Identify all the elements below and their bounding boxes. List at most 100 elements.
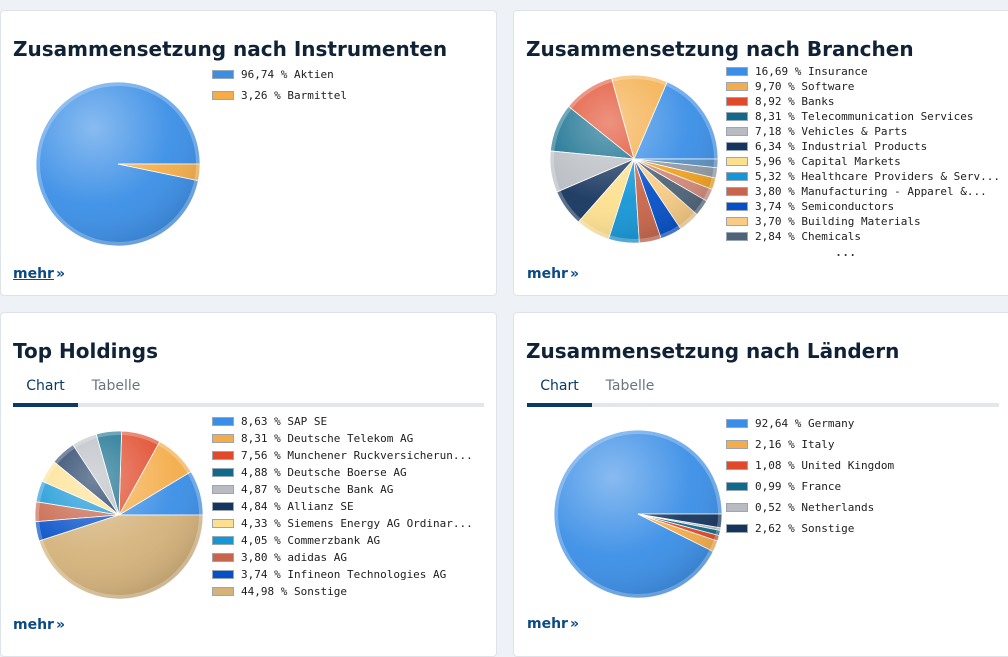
legend-label: 8,31 % Telecommunication Services (755, 110, 974, 123)
pie-gloss (35, 431, 203, 599)
legend-label: 3,74 % Infineon Technologies AG (241, 568, 447, 581)
legend-swatch (726, 482, 748, 491)
legend-swatch (212, 587, 234, 596)
legend-label: 4,88 % Deutsche Boerse AG (241, 466, 407, 479)
legend-swatch (212, 502, 234, 511)
legend-label: 5,96 % Capital Markets (755, 155, 901, 168)
legend-label: 9,70 % Software (755, 80, 855, 93)
card-title: Zusammensetzung nach Ländern (526, 339, 900, 363)
legend-label: 96,74 % Aktien (241, 68, 334, 81)
legend-swatch (726, 157, 748, 166)
chevron-right-icon: » (569, 616, 580, 632)
legend-label: 7,18 % Vehicles & Parts (755, 125, 908, 138)
legend-swatch (212, 468, 234, 477)
tab-chart[interactable]: Chart (527, 371, 592, 407)
more-link-label: mehr (527, 616, 568, 632)
legend-swatch (212, 485, 234, 494)
legend-swatch (212, 536, 234, 545)
legend-swatch (212, 70, 234, 79)
legend-swatch (726, 524, 748, 533)
legend-swatch (726, 503, 748, 512)
legend-swatch (726, 232, 748, 241)
legend-swatch (726, 82, 748, 91)
card-branchen: Zusammensetzung nach Branchen 16,69 % In… (513, 10, 1008, 296)
legend-label: 8,92 % Banks (755, 95, 835, 108)
card-instrumente: Zusammensetzung nach Instrumenten 96,74 … (0, 10, 497, 296)
pie-gloss (554, 430, 722, 598)
more-items-indicator: ... (836, 241, 858, 260)
pie-gloss (36, 82, 200, 246)
card-title: Top Holdings (13, 339, 158, 363)
legend-swatch (726, 187, 748, 196)
legend-label: 44,98 % Sonstige (241, 585, 347, 598)
chevron-right-icon: » (55, 266, 66, 282)
tab-chart[interactable]: Chart (13, 371, 78, 407)
more-link-label: mehr (527, 266, 568, 282)
tab-tabelle[interactable]: Tabelle (91, 378, 141, 394)
legend-label: 92,64 % Germany (755, 417, 855, 430)
legend-swatch (212, 417, 234, 426)
more-link-label: mehr (13, 266, 54, 282)
legend-label: 3,80 % Manufacturing - Apparel &... (755, 185, 987, 198)
legend-swatch (726, 67, 748, 76)
legend-label: 3,74 % Semiconductors (755, 200, 895, 213)
more-link[interactable]: mehr» (527, 616, 579, 632)
legend-swatch (726, 461, 748, 470)
pie-chart-holdings[interactable] (29, 425, 209, 605)
legend-label: 8,63 % SAP SE (241, 415, 328, 428)
legend-swatch (726, 419, 748, 428)
legend-swatch (726, 202, 748, 211)
pie-rim (554, 430, 722, 598)
legend-swatch (726, 440, 748, 449)
legend-label: 1,08 % United Kingdom (755, 459, 895, 472)
pie-chart-branchen[interactable] (544, 69, 724, 249)
legend-label: 4,84 % Allianz SE (241, 500, 354, 513)
more-link[interactable]: mehr» (527, 266, 579, 282)
legend-label: 2,62 % Sonstige (755, 522, 855, 535)
legend-label: 4,05 % Commerzbank AG (241, 534, 381, 547)
legend-label: 3,26 % Barmittel (241, 89, 347, 102)
legend-label: 4,33 % Siemens Energy AG Ordinar... (241, 517, 473, 530)
legend-swatch (726, 142, 748, 151)
more-link[interactable]: mehr» (13, 266, 65, 282)
chevron-right-icon: » (55, 617, 66, 633)
legend-label: 2,84 % Chemicals (755, 230, 861, 243)
legend-swatch (726, 97, 748, 106)
card-title: Zusammensetzung nach Instrumenten (13, 37, 448, 61)
pie-rim (35, 431, 203, 599)
pie-gloss (550, 75, 718, 243)
legend-swatch (726, 217, 748, 226)
chevron-right-icon: » (569, 266, 580, 282)
legend-label: 3,70 % Building Materials (755, 215, 921, 228)
legend-label: 2,16 % Italy (755, 438, 835, 451)
legend-label: 6,34 % Industrial Products (755, 140, 928, 153)
card-top-holdings: Top Holdings Chart Tabelle 8,63 % SAP SE… (0, 312, 497, 657)
legend-label: 3,80 % adidas AG (241, 551, 347, 564)
legend-swatch (726, 127, 748, 136)
legend-swatch (212, 451, 234, 460)
legend-label: 5,32 % Healthcare Providers & Serv... (755, 170, 1001, 183)
more-link[interactable]: mehr» (13, 617, 65, 633)
pie-chart-instrumente[interactable] (28, 74, 208, 254)
legend-swatch (726, 112, 748, 121)
legend-label: 0,99 % France (755, 480, 842, 493)
legend-swatch (212, 434, 234, 443)
pie-chart-laender[interactable] (548, 424, 728, 604)
legend-label: 8,31 % Deutsche Telekom AG (241, 432, 414, 445)
legend-label: 16,69 % Insurance (755, 65, 868, 78)
card-laender: Zusammensetzung nach Ländern Chart Tabel… (513, 312, 1008, 657)
legend-swatch (726, 172, 748, 181)
legend-label: 4,87 % Deutsche Bank AG (241, 483, 394, 496)
legend-label: 0,52 % Netherlands (755, 501, 875, 514)
pie-rim (550, 75, 718, 243)
pie-rim (36, 82, 200, 246)
card-title: Zusammensetzung nach Branchen (526, 37, 914, 61)
more-link-label: mehr (13, 617, 54, 633)
legend-swatch (212, 553, 234, 562)
tab-bar: Chart Tabelle (527, 371, 999, 407)
tab-tabelle[interactable]: Tabelle (605, 378, 655, 394)
legend-label: 7,56 % Munchener Ruckversicherun... (241, 449, 473, 462)
legend-swatch (212, 91, 234, 100)
tab-bar: Chart Tabelle (13, 371, 484, 407)
legend-swatch (212, 570, 234, 579)
